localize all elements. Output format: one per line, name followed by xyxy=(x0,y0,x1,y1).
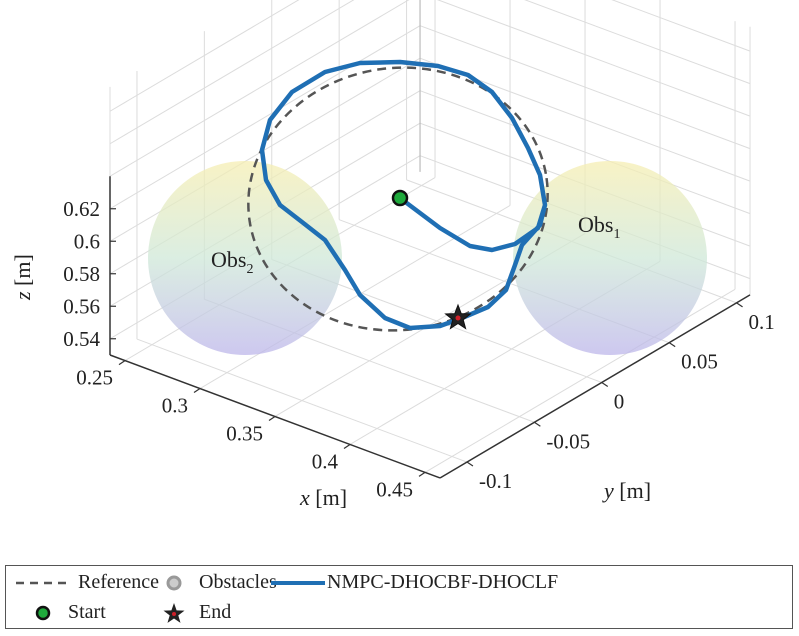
y-tick-mark xyxy=(466,461,474,467)
obstacle-1-sphere xyxy=(513,161,707,355)
obstacle-1-label: Obs1 xyxy=(578,212,620,242)
z-axis-label: z [m] xyxy=(10,254,35,301)
y-tick-label: 0.05 xyxy=(681,350,718,374)
obstacle-2-label: Obs2 xyxy=(211,247,253,277)
grid-line-y xyxy=(136,338,468,463)
y-tick-mark xyxy=(736,302,743,308)
legend-obstacles-swatch xyxy=(166,575,182,591)
x-tick-label: 0.3 xyxy=(162,394,188,418)
y-tick-label: -0.05 xyxy=(546,429,590,453)
x-tick-mark xyxy=(193,388,201,394)
z-tick-label: 0.6 xyxy=(74,229,100,253)
x-tick-label: 0.45 xyxy=(376,477,413,501)
x-tick-label: 0.35 xyxy=(226,421,263,445)
legend-reference-swatch xyxy=(16,581,72,585)
x-tick-mark xyxy=(418,471,426,477)
chart-3d-plot: 0.25 0.3 0.35 0.4 0.45 -0.1 -0.05 0 0.05 0.1 0.54 0… xyxy=(10,0,775,510)
legend-trajectory-swatch xyxy=(271,581,325,585)
legend-start-swatch xyxy=(35,605,51,621)
z-tick-label: 0.62 xyxy=(63,197,100,221)
y-tick-label: -0.1 xyxy=(479,469,512,493)
grid-line-z xyxy=(109,0,410,177)
y-axis-label: y [m] xyxy=(602,478,651,503)
z-tick-label: 0.56 xyxy=(63,294,100,318)
obstacle-1: Obs1 xyxy=(513,161,707,355)
grid-line-z xyxy=(524,0,751,85)
legend-start-label: Start xyxy=(68,601,106,623)
x-tick-label: 0.4 xyxy=(312,449,339,473)
y-tick-label: 0.1 xyxy=(749,310,775,334)
grid-line-z xyxy=(109,25,421,210)
y-axis-line xyxy=(439,294,751,479)
legend-trajectory-label: NMPC-DHOCBF-DHOCLF xyxy=(327,571,559,593)
x-tick-mark xyxy=(118,360,126,366)
obstacle-2: Obs2 xyxy=(148,161,342,355)
legend: Reference Obstacles NMPC-DHOCBF-DHOCLF S… xyxy=(5,565,793,629)
y-tick-mark xyxy=(668,342,676,348)
legend-obstacles-label: Obstacles xyxy=(199,571,277,593)
y-tick-mark xyxy=(601,381,609,387)
start-marker xyxy=(391,189,409,207)
y-tick-label: 0 xyxy=(614,389,625,413)
grid-line-z xyxy=(109,0,300,112)
x-tick-mark xyxy=(268,415,276,421)
x-tick-label: 0.25 xyxy=(76,366,113,390)
grid-line-z xyxy=(419,25,751,150)
x-tick-mark xyxy=(343,443,351,449)
grid-line-x xyxy=(199,205,511,389)
tick-labels: 0.25 0.3 0.35 0.4 0.45 -0.1 -0.05 0 0.05 0.1 0.54 0… xyxy=(63,197,775,502)
obstacle-2-sphere xyxy=(148,161,342,355)
grid-line-z xyxy=(436,0,751,117)
y-tick-mark xyxy=(534,421,541,427)
legend-reference-label: Reference xyxy=(78,571,160,593)
axes-box xyxy=(109,176,751,479)
x-axis-label: x [m] xyxy=(299,485,347,510)
grid-line-z xyxy=(419,90,751,215)
legend-end-label: End xyxy=(199,601,232,623)
z-tick-label: 0.58 xyxy=(63,262,100,286)
reference-path xyxy=(247,66,549,332)
grid-line-z xyxy=(109,0,355,145)
legend-end-swatch xyxy=(163,603,185,623)
z-tick-label: 0.54 xyxy=(63,327,100,351)
end-marker-center xyxy=(455,315,461,321)
grid-line-z xyxy=(611,0,751,52)
